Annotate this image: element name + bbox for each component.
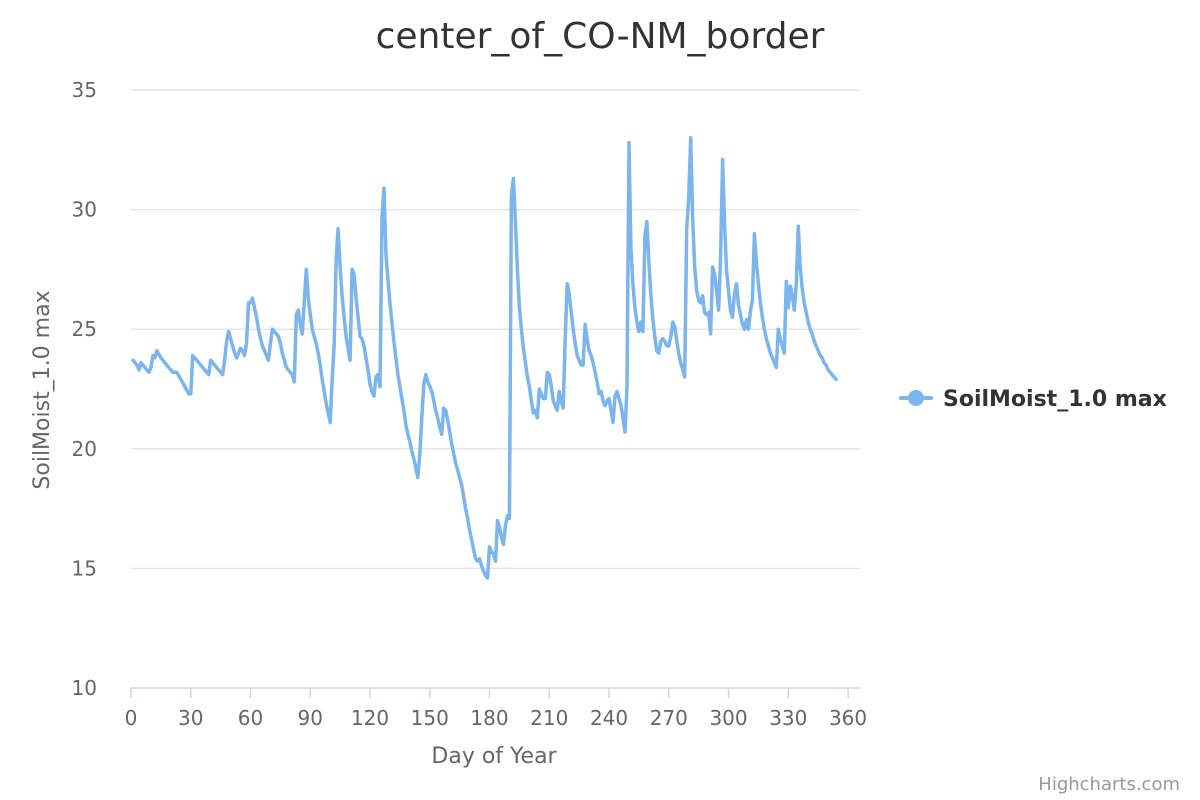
y-tick-label: 20 xyxy=(72,437,97,461)
x-tick-label: 120 xyxy=(351,706,389,730)
y-tick-label: 25 xyxy=(72,317,97,341)
x-axis-title: Day of Year xyxy=(431,744,557,769)
x-tick-label: 270 xyxy=(650,706,688,730)
legend-marker-icon xyxy=(908,390,924,406)
legend[interactable]: SoilMoist_1.0 max xyxy=(899,387,1167,412)
chart-title: center_of_CO-NM_border xyxy=(376,16,825,57)
x-tick-label: 90 xyxy=(298,706,323,730)
grid xyxy=(131,89,860,570)
x-tick-label: 360 xyxy=(829,706,867,730)
y-tick-label: 35 xyxy=(72,78,97,102)
x-tick-label: 240 xyxy=(590,706,628,730)
x-tick-label: 180 xyxy=(470,706,508,730)
y-tick-label: 15 xyxy=(72,556,97,580)
x-tick-label: 300 xyxy=(709,706,747,730)
series-layer xyxy=(131,136,838,580)
x-tick-label: 330 xyxy=(769,706,807,730)
y-tick-label: 30 xyxy=(72,198,97,222)
x-tick-label: 60 xyxy=(238,706,263,730)
credits-link[interactable]: Highcharts.com xyxy=(1038,774,1180,795)
x-tick-label: 0 xyxy=(125,706,138,730)
x-tick-label: 210 xyxy=(530,706,568,730)
y-axis-title: SoilMoist_1.0 max xyxy=(30,290,55,489)
y-tick-label: 10 xyxy=(72,676,97,700)
axes: 10 15 20 25 30 35 0 30 60 90 120 150 180 210 240 270 300… xyxy=(72,78,868,730)
x-tick-label: 150 xyxy=(411,706,449,730)
series-line[interactable] xyxy=(131,136,838,580)
x-tick-label: 30 xyxy=(178,706,203,730)
legend-label[interactable]: SoilMoist_1.0 max xyxy=(943,387,1167,412)
